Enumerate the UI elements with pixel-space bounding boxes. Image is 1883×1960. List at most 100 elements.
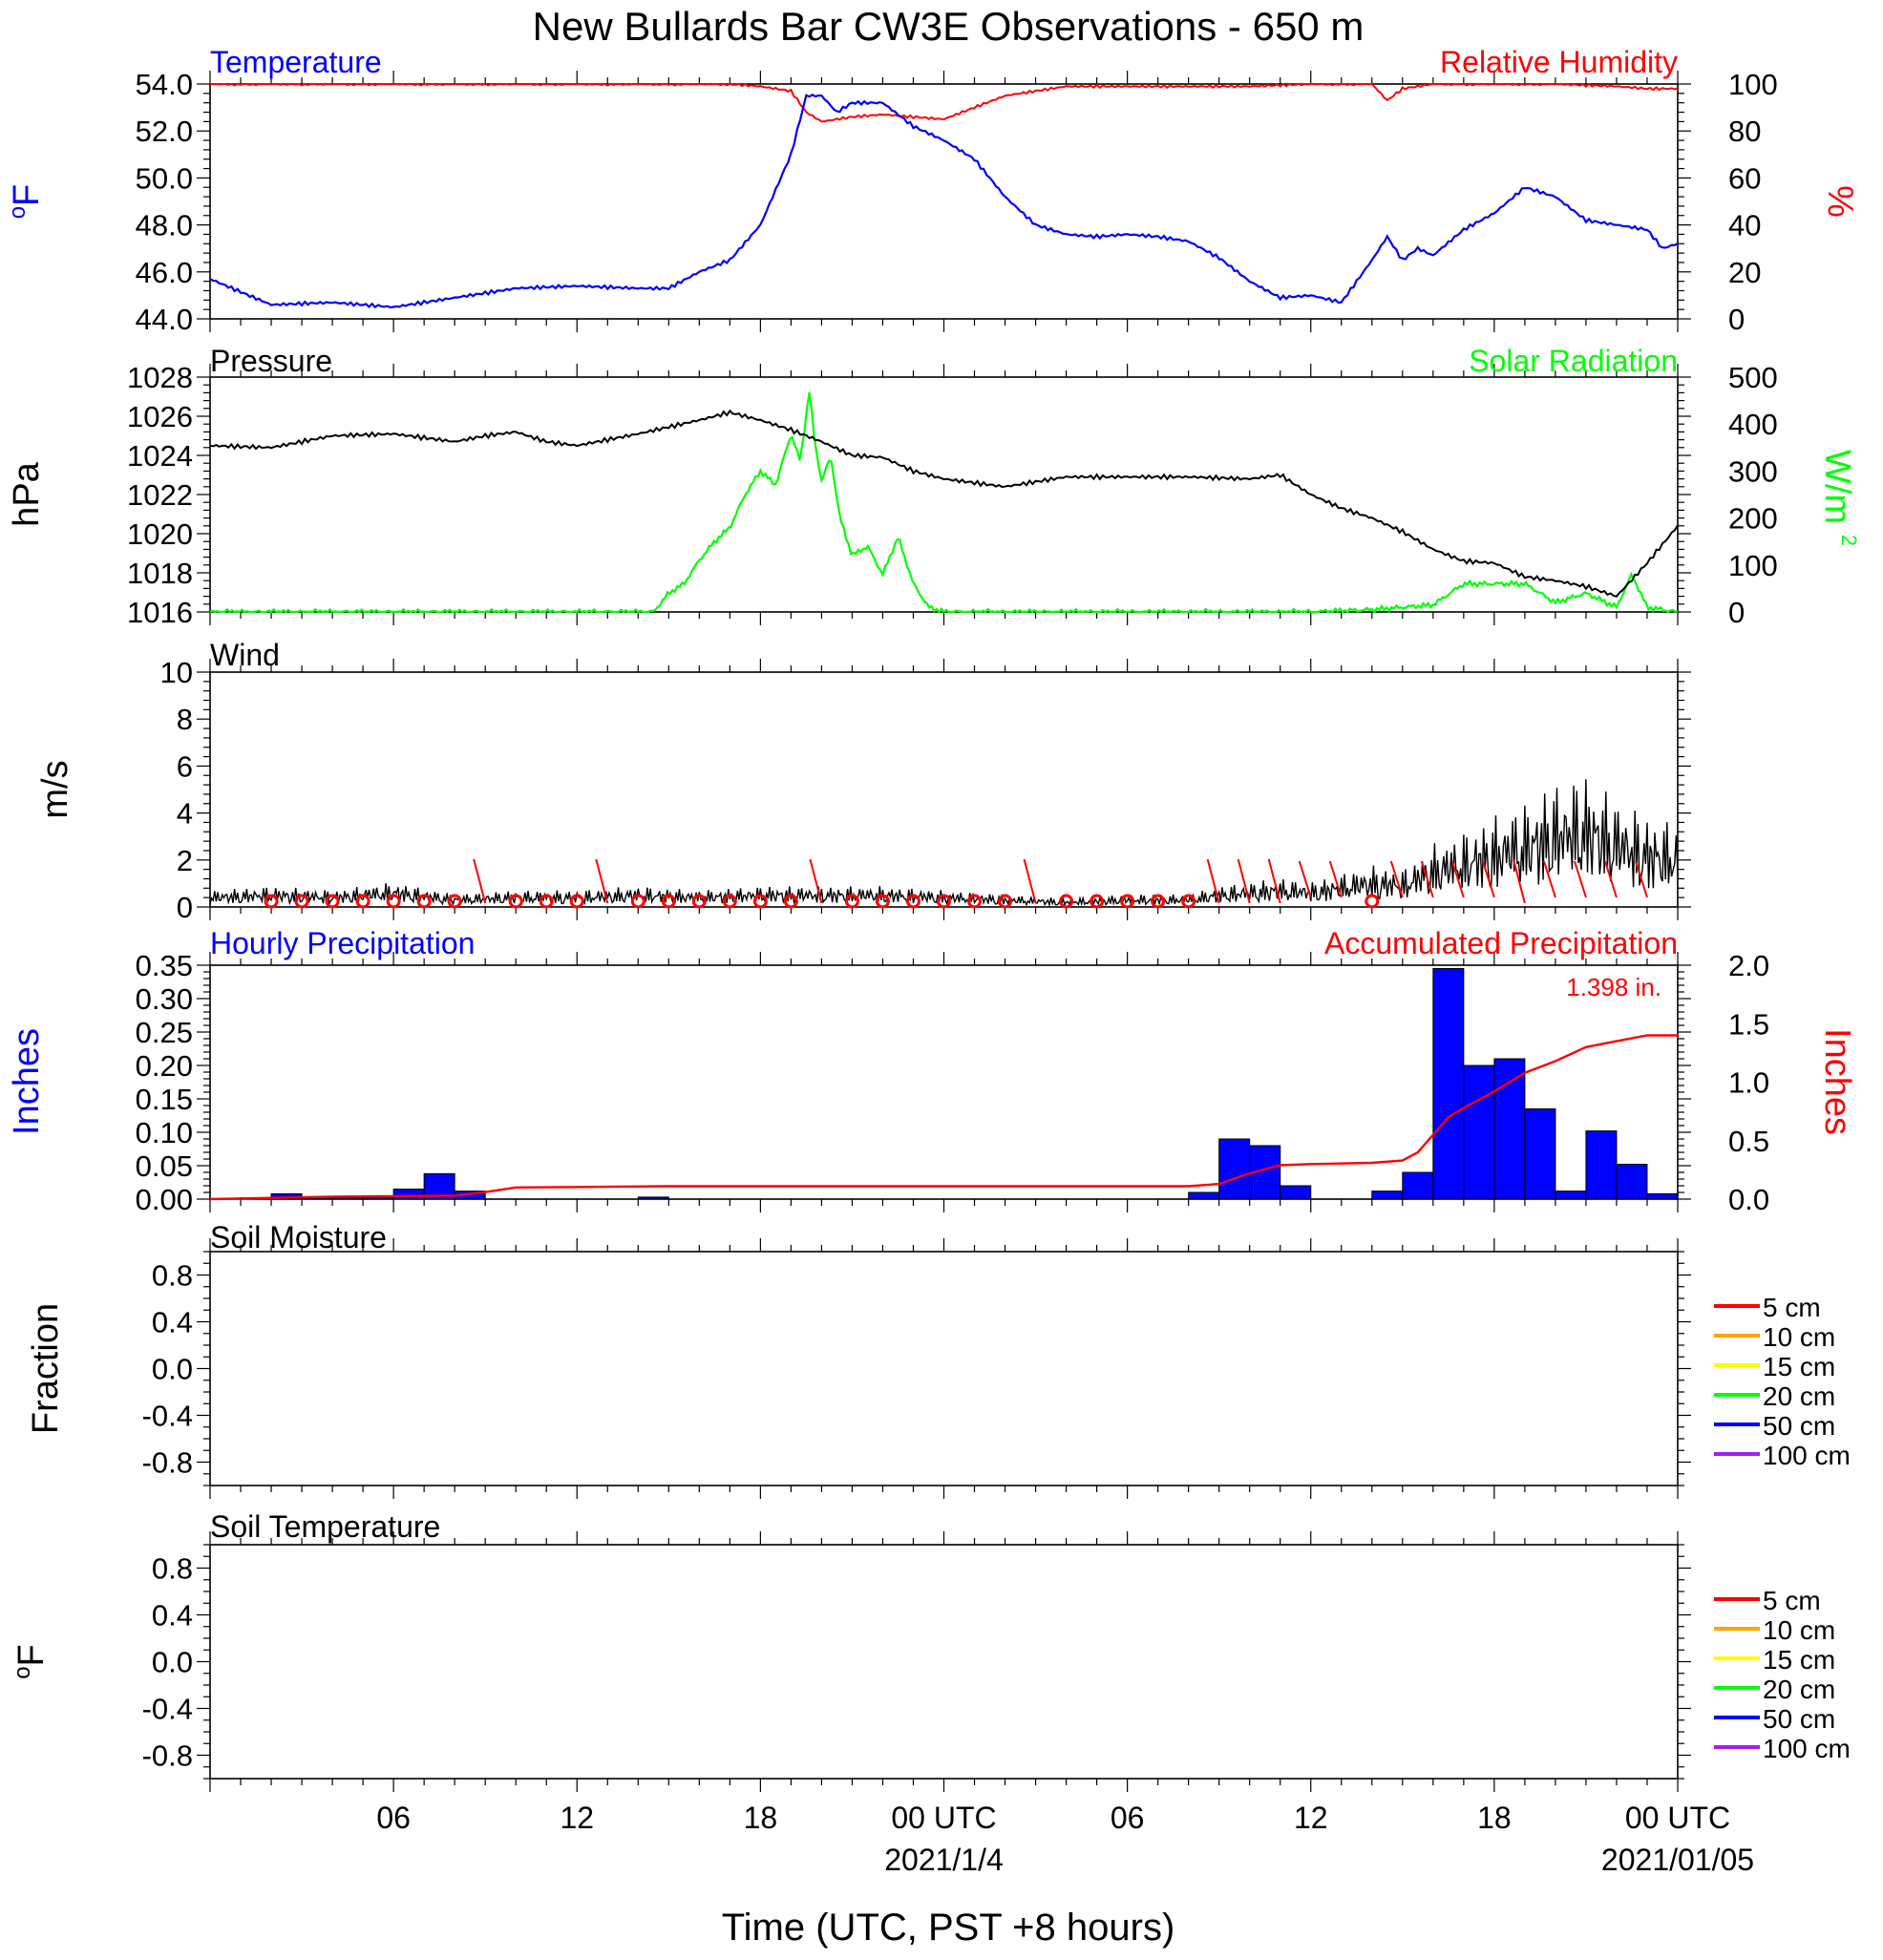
- soil-temp-panel-title: Soil Temperature: [210, 1509, 440, 1544]
- soil-temp-panel-left-tick-label: -0.8: [142, 1739, 193, 1773]
- temp-rh-panel-right-tick-label: 40: [1728, 209, 1761, 242]
- wind-barb-calm: [783, 894, 798, 909]
- soil-temp-panel-left-tick-label: 0.8: [152, 1552, 193, 1586]
- solar-title: Solar Radiation: [1469, 344, 1678, 378]
- soil-temp-panel-legend-label: 20 cm: [1763, 1675, 1835, 1704]
- panels: 54.052.050.048.046.044.0100806040200Temp…: [5, 45, 1861, 1792]
- precip-panel-left-tick-label: 0.20: [136, 1049, 193, 1083]
- wind-barb: [809, 858, 823, 904]
- soil-moisture-panel-legend-label: 5 cm: [1763, 1293, 1821, 1322]
- soil-moisture-panel-left-tick-label: -0.4: [142, 1400, 193, 1433]
- wind-panel-left-tick-label: 4: [177, 797, 193, 831]
- temp-rh-panel: 54.0 52.0 50.0 48.0 46.0 44.0 100 80 60 40 20 0 Temp…: [5, 45, 1860, 336]
- precip-bar: [1585, 1130, 1618, 1200]
- wind-barb: [1328, 860, 1343, 898]
- temp-rh-panel-right-tick-label: 60: [1728, 161, 1761, 195]
- soil-moisture-panel-title: Soil Moisture: [210, 1220, 387, 1254]
- soil-temp-panel-left-tick-label: 0.0: [152, 1646, 193, 1679]
- precip-bar: [1616, 1164, 1648, 1200]
- wind-barb-calm: [661, 894, 676, 909]
- soil-temp-panel-legend-label: 100 cm: [1763, 1734, 1851, 1763]
- temp-rh-panel-right-tick-label: 0: [1728, 303, 1745, 336]
- precip-panel-left-tick-label: 0.15: [136, 1083, 193, 1116]
- wind-barb-calm: [1181, 894, 1196, 909]
- pressure-solar-panel-right-tick-label: 500: [1728, 361, 1778, 394]
- temp-rh-panel-left-tick-label: 50.0: [136, 161, 193, 195]
- wind-barb-calm: [937, 894, 951, 909]
- x-date-label: 2021/01/05: [1601, 1843, 1754, 1877]
- soil-moisture-panel-legend-label: 20 cm: [1763, 1381, 1835, 1411]
- wind-barb-calm: [905, 894, 920, 909]
- wind-barb-calm: [691, 894, 707, 909]
- pressure-solar-panel: 1028 1026 1024 1022 1020 1018 1016 500 400 300 200…: [7, 344, 1861, 629]
- soil-temp-panel-legend-label: 15 cm: [1763, 1645, 1835, 1675]
- wind-panel-left-tick-label: 6: [177, 749, 193, 783]
- solar-unit: W/m: [1817, 450, 1857, 524]
- wind-barb-calm: [539, 894, 554, 909]
- soil-temp-panel-legend-label: 5 cm: [1763, 1586, 1821, 1615]
- precip-bar: [1280, 1185, 1312, 1200]
- x-tick-label: 06: [1111, 1801, 1145, 1835]
- soil-temp-panel-unit: oF: [10, 1644, 52, 1679]
- pressure-solar-panel-right-tick-label: 100: [1728, 549, 1778, 582]
- pressure-solar-panel-right-tick-label: 0: [1728, 596, 1745, 629]
- wind-barb-calm: [416, 894, 432, 909]
- soil-moisture-panel: 0.8 0.4 0.0 -0.4 -0.8 Soil Moisture Fraction 5 …: [26, 1220, 1851, 1499]
- precip-panel: 0.350.300.250.200.150.100.050.00 2.0 1.5 1.…: [7, 926, 1857, 1216]
- wind-barb-calm: [264, 894, 279, 909]
- wind-panel-left-tick-label: 8: [177, 703, 193, 736]
- wind-barb: [1573, 860, 1587, 898]
- wind-barb: [1450, 860, 1465, 898]
- wind-barb: [1512, 858, 1526, 904]
- soil-moisture-panel-legend-label: 50 cm: [1763, 1411, 1835, 1441]
- temperature-line: [209, 94, 1679, 309]
- pressure-solar-panel-frame: [209, 376, 1679, 613]
- humidity-line: [209, 82, 1679, 123]
- soil-temp-panel-frame: [209, 1544, 1679, 1780]
- temp-rh-panel-left-tick-label: 48.0: [136, 209, 193, 242]
- x-tick-label: 12: [1294, 1801, 1328, 1835]
- precip-bar: [1402, 1171, 1434, 1200]
- wind-barb-calm: [630, 894, 645, 909]
- precip-bar: [1188, 1191, 1220, 1200]
- soil-temp-panel-left-tick-label: 0.4: [152, 1599, 193, 1633]
- soil-moisture-panel-legend-label: 10 cm: [1763, 1322, 1835, 1352]
- pressure-solar-panel-right-tick-label: 300: [1728, 454, 1778, 488]
- wind-barb: [1389, 860, 1404, 898]
- wind-barb-calm: [1120, 894, 1135, 909]
- temp-rh-panel-left-tick-label: 52.0: [136, 115, 193, 148]
- wind-barb: [1542, 860, 1556, 898]
- chart-title: New Bullards Bar CW3E Observations - 650…: [533, 4, 1365, 49]
- accum-precip-unit: Inches: [1817, 1028, 1857, 1135]
- x-tick-label: 06: [376, 1801, 411, 1835]
- solar-line: [209, 391, 1679, 614]
- precip-bar: [1371, 1191, 1404, 1200]
- precip-panel-right-tick-label: 0.5: [1728, 1125, 1769, 1158]
- precip-bar: [1646, 1192, 1679, 1200]
- hourly-precip-title: Hourly Precipitation: [210, 926, 475, 960]
- wind-barb-calm: [722, 894, 737, 909]
- temp-rh-panel-left-tick-label: 44.0: [136, 303, 193, 336]
- wind-barb-calm: [1059, 894, 1074, 909]
- wind-barb-calm: [386, 894, 401, 909]
- wind-panel: 10 8 6 4 2 0 Wind m/s: [35, 638, 1691, 924]
- precip-bar: [1432, 968, 1465, 1200]
- soil-moisture-panel-frame: [209, 1251, 1679, 1486]
- pressure-solar-panel-left-tick-label: 1026: [127, 400, 193, 433]
- pressure-unit: hPa: [7, 461, 47, 526]
- pressure-solar-panel-right-tick-label: 200: [1728, 502, 1778, 536]
- hourly-precip-unit: Inches: [7, 1028, 47, 1135]
- precip-panel-right-tick-label: 0.0: [1728, 1183, 1769, 1216]
- wind-barb: [1237, 858, 1251, 904]
- wind-panel-left-tick-label: 0: [177, 891, 193, 924]
- pressure-solar-panel-left-tick-label: 1016: [127, 596, 193, 629]
- pressure-solar-panel-left-tick-label: 1024: [127, 439, 193, 473]
- precip-panel-left-tick-label: 0.00: [136, 1183, 193, 1216]
- wind-barb-calm: [875, 894, 890, 909]
- wind-barb-calm: [844, 894, 859, 909]
- pressure-title: Pressure: [210, 344, 332, 378]
- wind-barb-calm: [569, 894, 584, 909]
- accum-precip-title: Accumulated Precipitation: [1324, 926, 1678, 960]
